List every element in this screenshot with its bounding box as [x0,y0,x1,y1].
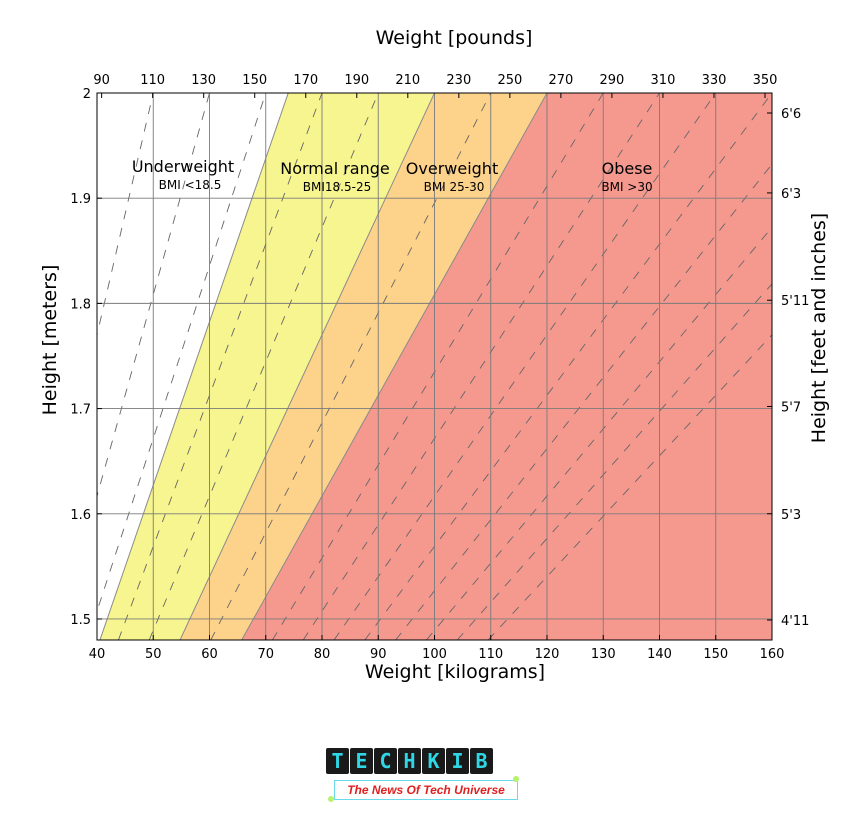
bmi-dashed-line [395,163,772,640]
bmi-dashed-line [364,93,772,640]
region-label-overweight: Overweight [406,159,498,178]
y-tick-label: 2 [83,87,91,102]
x-tick-label: 60 [201,647,218,662]
bmi-dashed-line [210,93,492,640]
region-label-underweight: Underweight [132,157,234,176]
top-tick-label: 290 [600,73,625,88]
right-y-axis-label: Height [feet and inches] [808,213,830,443]
axis-ticks [96,92,773,640]
region-overweight [180,93,547,640]
logo-dot-icon [513,776,519,782]
y-tick-label: 1.8 [70,297,91,312]
top-tick-label: 330 [702,73,727,88]
x-tick-label: 160 [760,647,785,662]
x-tick-label: 120 [535,647,560,662]
y-tick-label: 1.7 [70,403,91,418]
top-tick-label: 90 [93,73,110,88]
x-tick-label: 110 [478,647,503,662]
x-tick-label: 90 [370,647,387,662]
top-tick-label: 130 [191,73,216,88]
logo-letter: K [422,748,445,774]
top-tick-label: 230 [446,73,471,88]
x-tick-label: 50 [145,647,162,662]
top-tick-label: 170 [293,73,318,88]
region-underweight [97,93,289,640]
logo-letter: H [398,748,421,774]
right-tick-label: 5'3 [781,508,801,523]
bmi-boundary-line [241,93,548,640]
region-range-normal: BMI18.5-25 [303,180,371,194]
bmi-dashed-line [148,93,379,640]
x-tick-label: 140 [647,647,672,662]
x-tick-label: 80 [314,647,331,662]
logo-letter: E [350,748,373,774]
logo-dot-icon [328,796,334,802]
region-label-normal: Normal range [280,159,390,178]
x-tick-label: 150 [703,647,728,662]
region-range-underweight: BMI <18.5 [159,178,222,192]
chart-title: Weight [pounds] [376,27,533,49]
bmi-boundary-line [179,93,435,640]
logo-letter: C [374,748,397,774]
right-tick-label: 5'11 [781,294,809,309]
bmi-dashed-line [117,93,323,640]
grid-lines [97,93,772,640]
y-tick-label: 1.6 [70,508,91,523]
top-tick-label: 190 [344,73,369,88]
bmi-dashed-line [302,93,660,640]
bmi-regions [97,93,772,640]
top-tick-label: 110 [140,73,165,88]
region-range-obese: BMI >30 [601,180,652,194]
logo-tagline: The News Of Tech Universe [334,780,518,800]
x-tick-label: 100 [422,647,447,662]
y-tick-label: 1.5 [70,613,91,628]
bmi-boundary-line [99,93,289,640]
bmi-dashed-line [333,93,717,640]
logo-letter: I [446,748,469,774]
logo-letter: T [326,748,349,774]
y-tick-label: 1.9 [70,192,91,207]
top-tick-label: 310 [651,73,676,88]
bmi-dashed-line [97,93,210,498]
right-tick-label: 6'6 [781,107,801,122]
right-tick-label: 6'3 [781,187,801,202]
bmi-chart: 40 50 60 70 80 90 100 110 120 130 140 150 160 90 110 13… [39,27,830,683]
top-tick-label: 350 [753,73,778,88]
region-label-obese: Obese [602,159,653,178]
tick-labels: 40 50 60 70 80 90 100 110 120 130 140 150 160 90 110 13… [70,73,809,662]
x-tick-label: 40 [89,647,106,662]
bmi-dashed-line [456,283,772,640]
top-tick-label: 270 [548,73,573,88]
region-obese [241,93,772,640]
x-tick-label: 70 [257,647,274,662]
bmi-dashed-line [97,93,154,337]
right-tick-label: 4'11 [781,614,809,629]
techkib-logo: T E C H K I B The News Of Tech Universe [326,748,526,808]
x-tick-label: 130 [591,647,616,662]
bmi-dashed-line [97,93,267,613]
top-tick-label: 250 [497,73,522,88]
right-tick-label: 5'7 [781,400,801,415]
x-axis-label: Weight [kilograms] [365,661,545,683]
top-tick-label: 150 [242,73,267,88]
region-range-overweight: BMI 25-30 [424,180,485,194]
region-normal-range [99,93,435,640]
logo-wordmark: T E C H K I B [326,748,493,774]
top-tick-label: 210 [395,73,420,88]
y-axis-label: Height [meters] [39,265,61,416]
bmi-dashed-lines [97,93,772,640]
logo-letter: B [470,748,493,774]
